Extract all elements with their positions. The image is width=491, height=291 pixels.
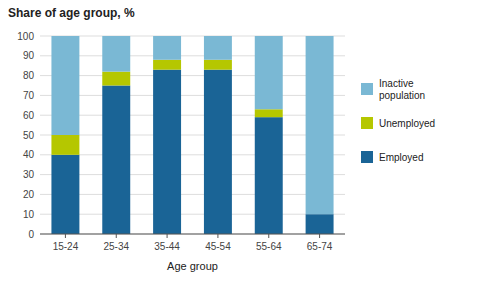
x-tick — [217, 234, 218, 238]
bar-segment — [306, 214, 334, 234]
bar-segment — [102, 36, 130, 72]
x-tick-label: 15-24 — [53, 241, 79, 252]
grid-line — [40, 234, 345, 235]
grid — [40, 36, 345, 234]
x-axis — [40, 234, 345, 235]
x-tick — [65, 234, 66, 238]
bar-segment — [51, 135, 79, 155]
grid-line — [40, 174, 345, 175]
y-tick-label: 0 — [28, 229, 34, 240]
bar-segment — [204, 70, 232, 234]
bar-segment — [255, 109, 283, 117]
y-tick-label: 20 — [23, 189, 35, 200]
text-line: Inactive — [379, 78, 414, 89]
grid-line — [40, 115, 345, 116]
grid-line — [40, 135, 345, 136]
title: Share of age group, % — [8, 6, 135, 20]
bar-segment — [102, 86, 130, 235]
y-tick-label: 50 — [23, 130, 35, 141]
grid-line — [40, 95, 345, 96]
bar-segment — [153, 36, 181, 60]
x-axis-label: Age group — [167, 260, 218, 272]
bar-segment — [51, 36, 79, 135]
bar-segment — [153, 60, 181, 70]
y-tick-label: 10 — [23, 209, 35, 220]
bar-segment — [51, 155, 79, 234]
bar-segment — [306, 36, 334, 214]
legend-label: Unemployed — [379, 118, 435, 129]
text-line: Unemployed — [379, 118, 435, 129]
y-tick-label: 70 — [23, 90, 35, 101]
legend-swatch — [361, 83, 373, 95]
y-tick-label: 60 — [23, 110, 35, 121]
x-tick-label: 55-64 — [256, 241, 282, 252]
x-tick-label: 25-34 — [103, 241, 129, 252]
legend: Inactivepopulation Unemployed Employed — [361, 78, 435, 163]
y-tick-label: 100 — [17, 31, 34, 42]
grid-line — [40, 154, 345, 155]
x-tick-label: 35-44 — [154, 241, 180, 252]
chart: Share of age group, % 0 10 20 30 40 50 60 70 80 90… — [0, 0, 491, 291]
grid-line — [40, 214, 345, 215]
bar-segment — [255, 36, 283, 109]
legend-swatch — [361, 117, 373, 129]
x-tick-label: 65-74 — [307, 241, 333, 252]
x-tick — [319, 234, 320, 238]
grid-line — [40, 36, 345, 37]
bar-segment — [204, 36, 232, 60]
y-tick-label: 80 — [23, 70, 35, 81]
text-line: population — [379, 90, 425, 101]
bar-segment — [204, 60, 232, 70]
x-tick — [167, 234, 168, 238]
x-tick — [268, 234, 269, 238]
y-tick-label: 90 — [23, 50, 35, 61]
legend-label: Inactivepopulation — [379, 78, 425, 101]
x-tick-label: 45-54 — [205, 241, 231, 252]
text-line: Employed — [379, 152, 423, 163]
y-tick-label: 30 — [23, 169, 35, 180]
bar-segment — [102, 72, 130, 86]
bar-segment — [153, 70, 181, 234]
bar-segment — [255, 117, 283, 234]
y-tick-label: 40 — [23, 149, 35, 160]
grid-line — [40, 194, 345, 195]
legend-swatch — [361, 151, 373, 163]
grid-line — [40, 55, 345, 56]
legend-label: Employed — [379, 152, 423, 163]
x-tick — [116, 234, 117, 238]
bars — [51, 36, 333, 234]
grid-line — [40, 75, 345, 76]
